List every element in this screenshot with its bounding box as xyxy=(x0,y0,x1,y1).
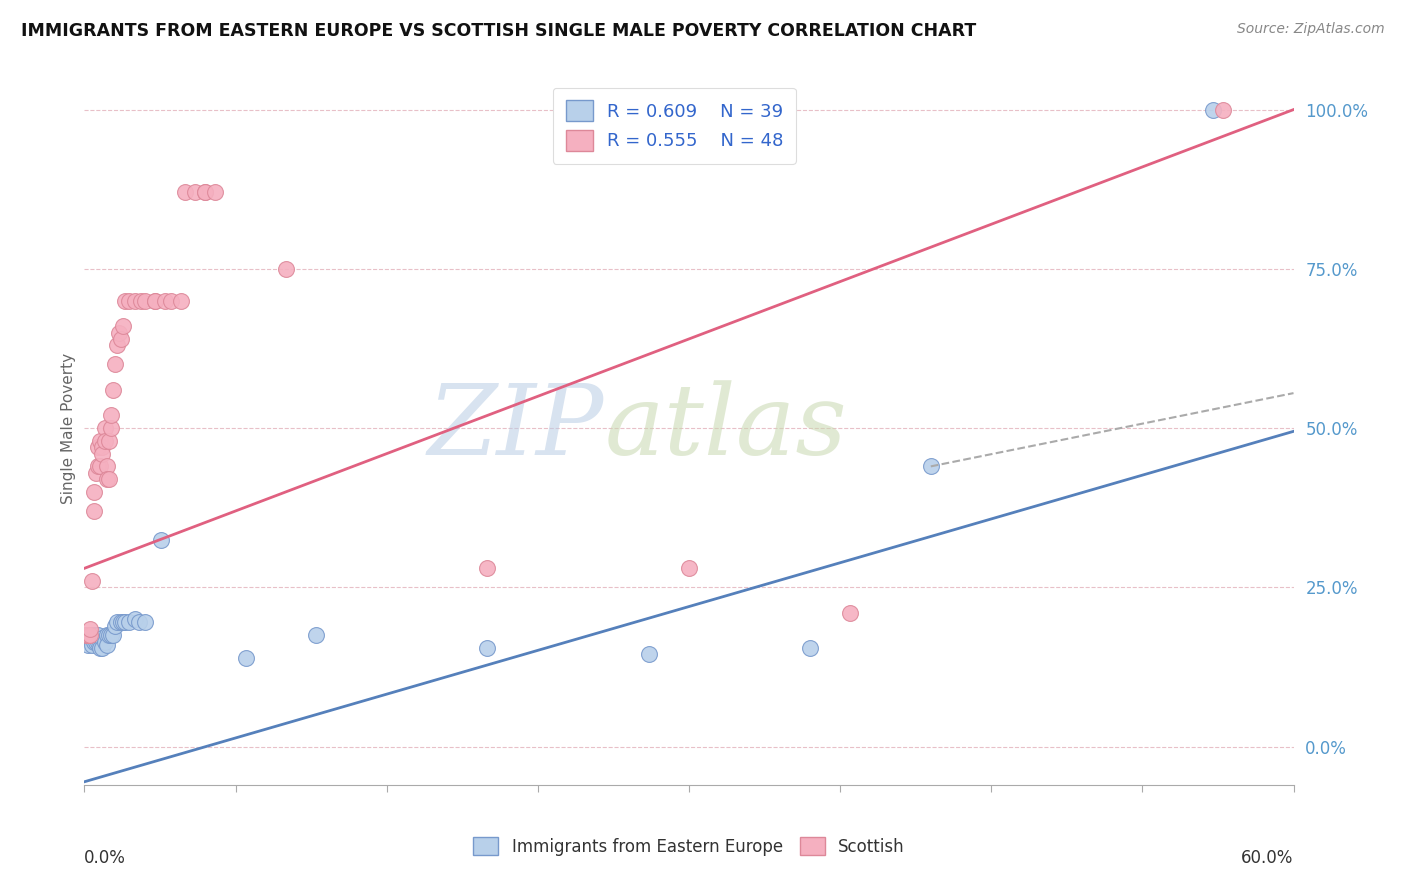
Point xyxy=(77,628,100,642)
Point xyxy=(82,628,104,642)
Point xyxy=(93,434,115,448)
Point xyxy=(110,332,132,346)
Point xyxy=(184,186,207,200)
Point xyxy=(77,638,100,652)
Point xyxy=(104,618,127,632)
Point xyxy=(86,634,108,648)
Point xyxy=(128,615,150,630)
Point xyxy=(118,615,141,630)
Point xyxy=(96,459,118,474)
Point xyxy=(114,615,136,630)
Point xyxy=(91,640,114,655)
Point xyxy=(100,409,122,423)
Point xyxy=(97,472,120,486)
Point xyxy=(86,628,108,642)
Point xyxy=(160,293,183,308)
Point xyxy=(91,440,114,454)
Text: IMMIGRANTS FROM EASTERN EUROPE VS SCOTTISH SINGLE MALE POVERTY CORRELATION CHART: IMMIGRANTS FROM EASTERN EUROPE VS SCOTTI… xyxy=(21,22,976,40)
Point xyxy=(1212,103,1234,117)
Legend: Immigrants from Eastern Europe, Scottish: Immigrants from Eastern Europe, Scottish xyxy=(467,830,911,863)
Point xyxy=(75,628,97,642)
Point xyxy=(77,628,100,642)
Point xyxy=(118,293,141,308)
Point xyxy=(305,628,328,642)
Point xyxy=(149,533,172,547)
Point xyxy=(105,338,128,352)
Point xyxy=(97,434,120,448)
Point xyxy=(83,628,105,642)
Point xyxy=(87,634,110,648)
Point xyxy=(101,628,124,642)
Point xyxy=(799,640,821,655)
Point xyxy=(93,634,115,648)
Point xyxy=(89,459,111,474)
Point xyxy=(83,634,105,648)
Point xyxy=(89,634,111,648)
Y-axis label: Single Male Poverty: Single Male Poverty xyxy=(60,352,76,504)
Point xyxy=(637,648,659,662)
Point xyxy=(174,186,197,200)
Point xyxy=(194,186,217,200)
Text: atlas: atlas xyxy=(605,381,846,475)
Point xyxy=(96,472,118,486)
Point xyxy=(920,459,942,474)
Point xyxy=(124,293,146,308)
Point xyxy=(93,421,115,435)
Text: 0.0%: 0.0% xyxy=(84,849,127,867)
Point xyxy=(96,628,118,642)
Point xyxy=(124,612,146,626)
Point xyxy=(134,615,156,630)
Point xyxy=(143,293,166,308)
Text: Source: ZipAtlas.com: Source: ZipAtlas.com xyxy=(1237,22,1385,37)
Point xyxy=(1202,103,1225,117)
Point xyxy=(143,293,166,308)
Point xyxy=(75,628,97,642)
Text: ZIP: ZIP xyxy=(427,381,605,475)
Point xyxy=(111,319,134,334)
Point xyxy=(477,640,499,655)
Point xyxy=(100,421,122,435)
Point xyxy=(100,628,122,642)
Point xyxy=(83,484,105,499)
Point xyxy=(170,293,193,308)
Point xyxy=(477,561,499,575)
Point xyxy=(96,638,118,652)
Point xyxy=(101,383,124,397)
Point xyxy=(83,504,105,518)
Point xyxy=(678,561,700,575)
Point xyxy=(86,466,108,480)
Point xyxy=(89,640,111,655)
Point xyxy=(97,628,120,642)
Point xyxy=(194,186,217,200)
Point xyxy=(79,628,101,642)
Point xyxy=(79,628,101,642)
Point xyxy=(107,326,129,340)
Point xyxy=(839,606,862,620)
Point xyxy=(114,293,136,308)
Point xyxy=(91,447,114,461)
Point xyxy=(82,638,104,652)
Point xyxy=(235,650,257,665)
Point xyxy=(111,615,134,630)
Text: 60.0%: 60.0% xyxy=(1241,849,1294,867)
Point xyxy=(153,293,176,308)
Point xyxy=(204,186,226,200)
Point xyxy=(105,615,128,630)
Point xyxy=(82,574,104,588)
Point xyxy=(89,434,111,448)
Point xyxy=(104,358,127,372)
Point xyxy=(87,459,110,474)
Point xyxy=(87,628,110,642)
Point xyxy=(134,293,156,308)
Point xyxy=(79,632,101,646)
Point xyxy=(91,632,114,646)
Point xyxy=(87,440,110,454)
Point xyxy=(274,261,297,276)
Point xyxy=(79,622,101,636)
Point xyxy=(129,293,152,308)
Point xyxy=(110,615,132,630)
